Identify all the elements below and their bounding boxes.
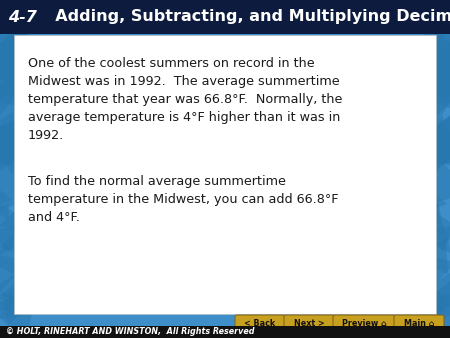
Polygon shape: [427, 295, 445, 311]
Polygon shape: [0, 145, 29, 174]
Polygon shape: [421, 292, 450, 325]
Polygon shape: [432, 123, 450, 168]
Polygon shape: [4, 136, 35, 165]
Polygon shape: [0, 18, 43, 69]
Polygon shape: [435, 81, 450, 101]
Text: To find the normal average summertime
temperature in the Midwest, you can add 66: To find the normal average summertime te…: [28, 175, 338, 224]
Polygon shape: [434, 235, 450, 253]
Polygon shape: [404, 18, 450, 69]
Polygon shape: [0, 123, 35, 168]
Polygon shape: [415, 112, 450, 163]
Polygon shape: [428, 276, 450, 311]
Polygon shape: [434, 136, 450, 165]
Polygon shape: [419, 132, 450, 166]
Polygon shape: [425, 19, 450, 58]
Polygon shape: [413, 202, 446, 236]
Polygon shape: [0, 226, 18, 252]
Polygon shape: [0, 291, 29, 319]
Polygon shape: [4, 47, 27, 68]
Polygon shape: [0, 33, 17, 75]
FancyBboxPatch shape: [0, 0, 450, 34]
Polygon shape: [410, 290, 450, 338]
Text: 4-7: 4-7: [8, 9, 37, 24]
Polygon shape: [0, 114, 27, 161]
Polygon shape: [417, 61, 450, 115]
Polygon shape: [428, 140, 448, 159]
FancyBboxPatch shape: [333, 315, 395, 333]
Polygon shape: [418, 152, 450, 208]
Polygon shape: [0, 39, 27, 89]
Polygon shape: [413, 114, 450, 161]
Polygon shape: [420, 47, 444, 68]
Polygon shape: [424, 268, 450, 308]
Polygon shape: [0, 19, 22, 58]
Polygon shape: [430, 68, 450, 102]
Polygon shape: [0, 145, 14, 162]
Polygon shape: [413, 39, 450, 89]
Polygon shape: [427, 190, 447, 211]
Polygon shape: [417, 202, 450, 257]
Polygon shape: [0, 7, 39, 57]
Polygon shape: [416, 48, 450, 84]
Polygon shape: [0, 132, 29, 166]
Polygon shape: [419, 145, 450, 174]
Polygon shape: [418, 241, 448, 274]
Polygon shape: [0, 111, 32, 147]
Polygon shape: [423, 71, 450, 116]
Polygon shape: [3, 81, 26, 101]
Polygon shape: [0, 128, 33, 174]
Polygon shape: [0, 295, 10, 311]
Polygon shape: [0, 241, 15, 274]
Polygon shape: [0, 235, 16, 253]
Polygon shape: [0, 152, 42, 208]
Text: Next >: Next >: [294, 319, 324, 329]
FancyBboxPatch shape: [394, 315, 444, 333]
Polygon shape: [425, 145, 444, 162]
Polygon shape: [0, 190, 17, 211]
FancyBboxPatch shape: [235, 315, 285, 333]
Polygon shape: [0, 202, 9, 220]
Polygon shape: [406, 115, 447, 160]
Polygon shape: [427, 111, 450, 147]
Polygon shape: [0, 202, 32, 236]
Polygon shape: [424, 202, 439, 220]
Polygon shape: [0, 112, 17, 163]
Text: Adding, Subtracting, and Multiplying Decimals: Adding, Subtracting, and Multiplying Dec…: [44, 9, 450, 24]
Polygon shape: [0, 268, 27, 308]
Polygon shape: [0, 68, 22, 102]
Polygon shape: [0, 276, 30, 311]
Polygon shape: [0, 71, 30, 116]
Polygon shape: [0, 252, 28, 294]
Polygon shape: [0, 140, 18, 159]
Text: One of the coolest summers on record in the
Midwest was in 1992.  The average su: One of the coolest summers on record in …: [28, 57, 342, 142]
Polygon shape: [420, 48, 450, 87]
Polygon shape: [428, 7, 450, 57]
Polygon shape: [0, 82, 36, 131]
Polygon shape: [0, 290, 37, 338]
FancyBboxPatch shape: [284, 315, 334, 333]
Polygon shape: [424, 128, 450, 174]
Polygon shape: [425, 226, 450, 252]
Text: © HOLT, RINEHART AND WINSTON,  All Rights Reserved: © HOLT, RINEHART AND WINSTON, All Rights…: [6, 328, 255, 337]
Polygon shape: [427, 291, 450, 319]
Polygon shape: [0, 48, 18, 87]
Text: Main ⌂: Main ⌂: [404, 319, 434, 329]
Polygon shape: [414, 252, 450, 294]
Polygon shape: [0, 202, 45, 257]
Polygon shape: [0, 34, 35, 82]
Polygon shape: [2, 292, 33, 325]
Polygon shape: [424, 33, 450, 75]
Polygon shape: [410, 34, 450, 82]
Text: < Back: < Back: [244, 319, 275, 329]
Polygon shape: [0, 48, 17, 84]
Text: Preview ⌂: Preview ⌂: [342, 319, 387, 329]
Polygon shape: [0, 61, 37, 115]
FancyBboxPatch shape: [0, 326, 450, 338]
Polygon shape: [0, 115, 24, 160]
FancyBboxPatch shape: [14, 35, 436, 314]
Polygon shape: [409, 82, 450, 131]
